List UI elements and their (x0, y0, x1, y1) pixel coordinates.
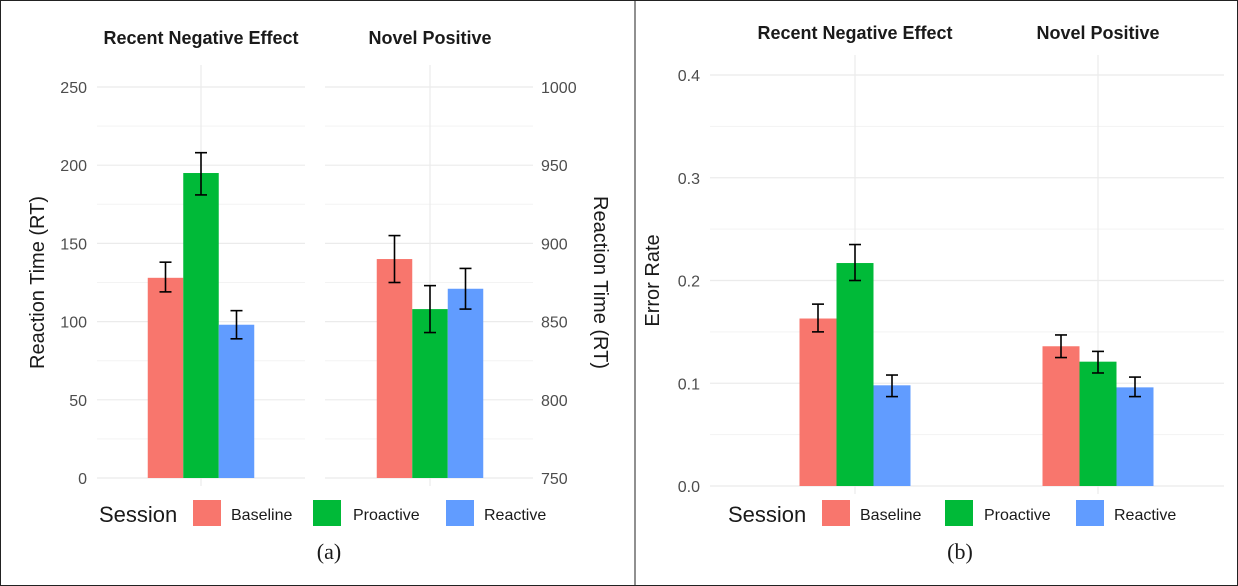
panel-a-left-tick-label: 0 (78, 471, 87, 488)
panel-b-left-tick-label: 0.2 (678, 274, 700, 291)
panel-a-right-axis-title: Reaction Time (RT) (589, 196, 611, 369)
panel-a-bar-novel-positive-proactive (412, 309, 448, 478)
legend-swatch-baseline (193, 500, 221, 526)
legend-swatch-baseline (822, 500, 850, 526)
panel-a-errorbar-recent-negative-effect-baseline (159, 261, 172, 293)
panel-a-left-axis-title: Reaction Time (RT) (27, 196, 49, 369)
panel-a-left-tick-label: 250 (60, 80, 87, 97)
panel-b-bar-recent-negative-effect-reactive (873, 385, 911, 486)
panel-b-left-tick-label: 0.0 (678, 479, 700, 496)
panel-b-bar-novel-positive-reactive (1116, 387, 1154, 486)
panel-a-bar-recent-negative-effect-baseline (147, 277, 184, 478)
panel-a-bar-recent-negative-effect-proactive (183, 173, 219, 478)
panel-a-bar-novel-positive-baseline (376, 259, 413, 478)
panel-b-errorbar-novel-positive-reactive (1129, 376, 1141, 398)
panel-b-errorbar-recent-negative-effect-baseline (812, 303, 824, 333)
panel-a-errorbar-novel-positive-reactive (459, 267, 472, 310)
legend-label-baseline: Baseline (860, 507, 921, 524)
legend-swatch-proactive (945, 500, 973, 526)
panel-b-facet-label-novel-positive: Novel Positive (1036, 23, 1159, 43)
panel-a-caption: (a) (317, 539, 341, 564)
panel-b-error-rate-chart: Recent Negative Effect Novel Positive 0.0 0… (642, 23, 1224, 496)
panel-a-left-tick-label: 200 (60, 158, 87, 175)
panel-a-left-tick-label: 100 (60, 315, 87, 332)
panel-a-right-tick-label: 800 (541, 393, 568, 410)
legend-swatch-reactive (446, 500, 474, 526)
panel-b-bar-recent-negative-effect-proactive (836, 263, 874, 486)
panel-a-right-tick-label: 950 (541, 158, 568, 175)
panel-a-errorbar-novel-positive-proactive (424, 284, 436, 334)
legend-swatch-reactive (1076, 500, 1104, 526)
panel-a-errorbar-recent-negative-effect-proactive (195, 151, 207, 196)
legend-panel-a: Session Baseline Proactive Reactive (99, 500, 546, 527)
panel-a-errorbar-recent-negative-effect-reactive (230, 309, 243, 340)
legend-label-reactive: Reactive (1114, 507, 1176, 524)
legend-label-proactive: Proactive (353, 507, 420, 524)
panel-b-left-tick-label: 0.3 (678, 171, 700, 188)
panel-b-bar-novel-positive-proactive (1079, 361, 1117, 486)
panel-a-right-tick-label: 900 (541, 236, 568, 253)
legend-swatch-proactive (313, 500, 341, 526)
panel-b-errorbar-novel-positive-proactive (1092, 350, 1104, 374)
panel-b-facet-label-recent-negative-effect: Recent Negative Effect (757, 23, 952, 43)
legend-label-proactive: Proactive (984, 507, 1051, 524)
panel-a-facet-label-novel-positive: Novel Positive (368, 28, 491, 48)
panel-a-bar-novel-positive-reactive (447, 288, 484, 478)
legend-label-reactive: Reactive (484, 507, 546, 524)
panel-b-errorbar-recent-negative-effect-proactive (849, 243, 861, 282)
panel-a-left-tick-label: 50 (69, 393, 87, 410)
panel-a-left-tick-label: 150 (60, 236, 87, 253)
panel-b-errorbar-recent-negative-effect-reactive (886, 374, 898, 398)
legend-panel-b: Session Baseline Proactive Reactive (728, 500, 1176, 527)
legend-title: Session (728, 502, 806, 527)
panel-b-caption: (b) (947, 539, 973, 564)
panel-b-bar-novel-positive-baseline (1042, 346, 1080, 486)
legend-title: Session (99, 502, 177, 527)
panel-b-left-tick-label: 0.4 (678, 68, 700, 85)
panel-a-right-tick-label: 1000 (541, 80, 577, 97)
panel-b-errorbar-novel-positive-baseline (1055, 334, 1067, 359)
panel-b-bar-recent-negative-effect-baseline (799, 318, 837, 486)
panel-b-left-tick-label: 0.1 (678, 376, 700, 393)
panel-a-facet-label-recent-negative-effect: Recent Negative Effect (103, 28, 298, 48)
panel-a-bar-recent-negative-effect-reactive (218, 324, 255, 478)
panel-b-left-axis-title: Error Rate (642, 234, 664, 326)
legend-label-baseline: Baseline (231, 507, 292, 524)
panel-a-right-tick-label: 750 (541, 471, 568, 488)
panel-a-errorbar-novel-positive-baseline (388, 234, 401, 284)
panel-a-reaction-time-chart: Recent Negative Effect Novel Positive 0 50 1… (27, 28, 611, 488)
panel-a-right-tick-label: 850 (541, 315, 568, 332)
